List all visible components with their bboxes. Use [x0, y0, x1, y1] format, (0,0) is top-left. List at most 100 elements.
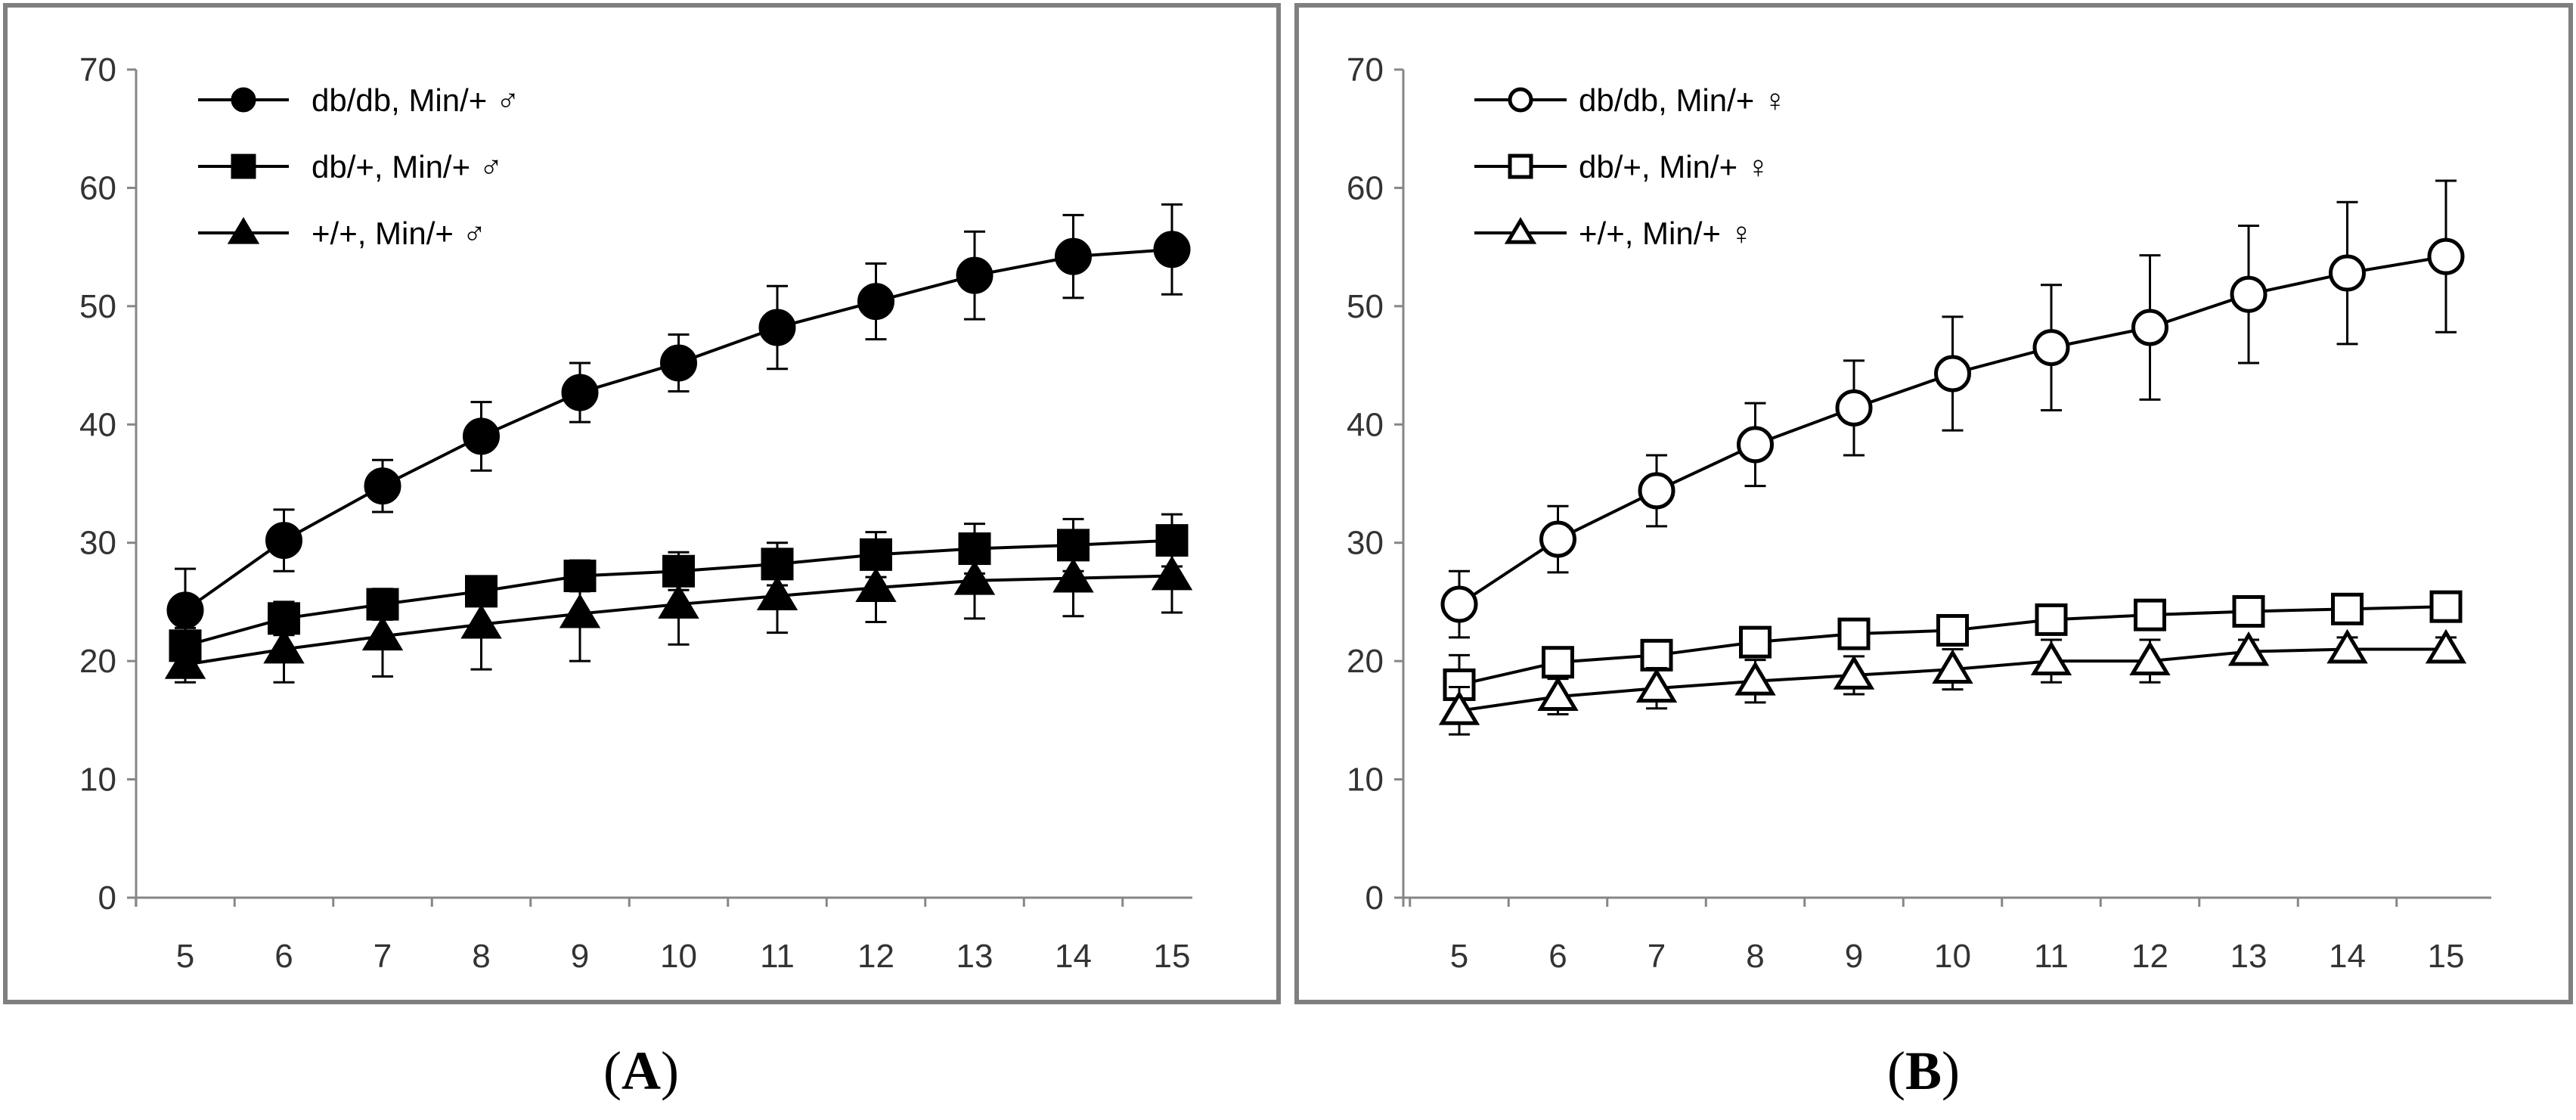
point-b-0-0: [1440, 585, 1478, 623]
series-b-0: [1440, 179, 2465, 639]
x-tick-label-b-1: 6: [1548, 938, 1567, 975]
point-b-0-4: [1835, 389, 1873, 427]
y-tick-label-b-4: 40: [1347, 406, 1384, 443]
panel-b-label: (B): [1887, 1041, 1960, 1101]
point-b-1-5: [1936, 613, 1969, 647]
x-tick-label-a-1: 6: [274, 938, 293, 975]
x-tick-label-a-7: 12: [857, 938, 894, 975]
point-a-2-7: [855, 567, 897, 603]
point-b-1-6: [2035, 603, 2068, 636]
point-b-1-7: [2134, 598, 2166, 631]
point-b-2-7: [2129, 641, 2171, 676]
x-tick-label-a-3: 8: [472, 938, 490, 975]
x-tick-label-a-4: 9: [571, 938, 589, 975]
x-tick-label-a-5: 10: [660, 938, 697, 975]
point-b-1-3: [1739, 625, 1772, 659]
y-tick-label-b-5: 50: [1347, 288, 1384, 325]
point-b-2-10: [2425, 628, 2467, 664]
x-tick-label-b-0: 5: [1450, 938, 1468, 975]
point-a-0-0: [166, 591, 204, 629]
panel-a-label: (A): [603, 1041, 679, 1101]
legend-label-b-1: db/+, Min/+ ♀: [1579, 149, 1770, 185]
legend-entry-a-0: db/db, Min/+ ♂: [198, 82, 519, 118]
legend-entry-a-2: +/+, Min/+ ♂: [198, 216, 486, 251]
point-b-0-5: [1934, 355, 1971, 392]
legend-marker-a-2: [227, 217, 260, 244]
panel-a-frame: [3, 3, 1281, 1004]
chart-panel-b: 0 10 20 30 40 50 60 70 5 6 7 8 9 10 11 12 13 14 15 db/db, M…: [1347, 51, 2491, 975]
point-a-0-6: [758, 309, 796, 346]
point-a-0-9: [1055, 237, 1092, 275]
legend-marker-b-1: [1508, 154, 1533, 179]
point-a-0-7: [857, 283, 894, 321]
y-tick-label-b-2: 20: [1347, 643, 1384, 680]
point-b-2-6: [2030, 641, 2072, 676]
point-b-1-8: [2232, 594, 2265, 628]
legend-label-a-1: db/+, Min/+ ♂: [312, 149, 503, 185]
legend-entry-b-0: db/db, Min/+ ♀: [1474, 82, 1787, 118]
point-b-0-3: [1737, 426, 1774, 464]
y-tick-label-a-4: 40: [79, 406, 116, 443]
y-tick-label-a-6: 60: [79, 169, 116, 206]
point-b-0-9: [2329, 254, 2366, 292]
y-tick-label-b-1: 10: [1347, 762, 1384, 799]
point-b-1-9: [2331, 592, 2364, 625]
point-b-0-6: [2032, 329, 2070, 367]
y-tick-label-a-1: 10: [79, 762, 116, 799]
point-a-0-1: [265, 522, 302, 560]
x-tick-label-b-9: 14: [2329, 938, 2366, 975]
point-b-1-10: [2429, 590, 2463, 623]
y-tick-label-a-7: 70: [79, 51, 116, 88]
point-b-2-9: [2326, 628, 2368, 664]
point-b-1-2: [1640, 638, 1673, 672]
panel-b-frame: [1294, 3, 2573, 1004]
point-a-2-1: [263, 628, 305, 664]
point-a-0-10: [1153, 231, 1191, 268]
point-b-2-3: [1734, 661, 1776, 696]
series-a-2: [164, 538, 1193, 684]
x-tick-label-b-10: 15: [2428, 938, 2465, 975]
legend-label-b-2: +/+, Min/+ ♀: [1579, 216, 1753, 251]
legend-marker-b-2: [1504, 217, 1537, 244]
point-a-2-3: [460, 603, 502, 639]
chart-panel-a: 0 10 20 30 40 50 60 70 5 6 7 8 9 10 11 12 13 14 15 db/db, M…: [79, 51, 1193, 975]
y-tick-label-b-3: 30: [1347, 525, 1384, 562]
point-a-0-5: [660, 344, 697, 382]
point-a-2-2: [361, 616, 404, 651]
point-a-2-5: [658, 584, 699, 619]
x-tick-label-b-8: 13: [2230, 938, 2268, 975]
x-tick-label-a-6: 11: [760, 938, 795, 975]
x-tick-label-b-5: 10: [1934, 938, 1971, 975]
legend-label-b-0: db/db, Min/+ ♀: [1579, 82, 1787, 118]
y-tick-label-a-5: 50: [79, 288, 116, 325]
point-a-0-4: [561, 374, 599, 411]
x-tick-label-a-9: 14: [1055, 938, 1092, 975]
point-b-0-10: [2427, 237, 2465, 275]
series-b-2: [1438, 628, 2467, 736]
x-tick-label-b-6: 11: [2034, 938, 2069, 975]
x-tick-label-a-8: 13: [956, 938, 994, 975]
point-b-2-8: [2227, 631, 2270, 666]
panel-b-letter: B: [1905, 1041, 1942, 1101]
y-tick-label-a-3: 30: [79, 525, 116, 562]
point-b-1-4: [1837, 617, 1871, 650]
legend-label-a-2: +/+, Min/+ ♂: [312, 216, 486, 251]
point-a-2-8: [953, 560, 996, 595]
x-tick-label-b-2: 7: [1648, 938, 1666, 975]
point-a-2-6: [756, 576, 798, 610]
legend-entry-b-2: +/+, Min/+ ♀: [1474, 216, 1753, 251]
series-a-0: [166, 203, 1191, 653]
y-tick-label-b-7: 70: [1347, 51, 1384, 88]
point-b-0-2: [1638, 472, 1675, 510]
x-tick-label-b-7: 12: [2131, 938, 2168, 975]
point-a-2-10: [1151, 555, 1193, 591]
point-a-2-9: [1052, 557, 1094, 593]
point-b-1-1: [1542, 646, 1574, 679]
x-tick-label-b-3: 8: [1746, 938, 1764, 975]
y-tick-label-a-2: 20: [79, 643, 116, 680]
point-a-0-8: [956, 256, 994, 294]
point-a-2-0: [164, 644, 206, 679]
x-tick-label-a-2: 7: [374, 938, 392, 975]
point-b-2-4: [1833, 655, 1875, 690]
x-tick-label-b-4: 9: [1845, 938, 1863, 975]
